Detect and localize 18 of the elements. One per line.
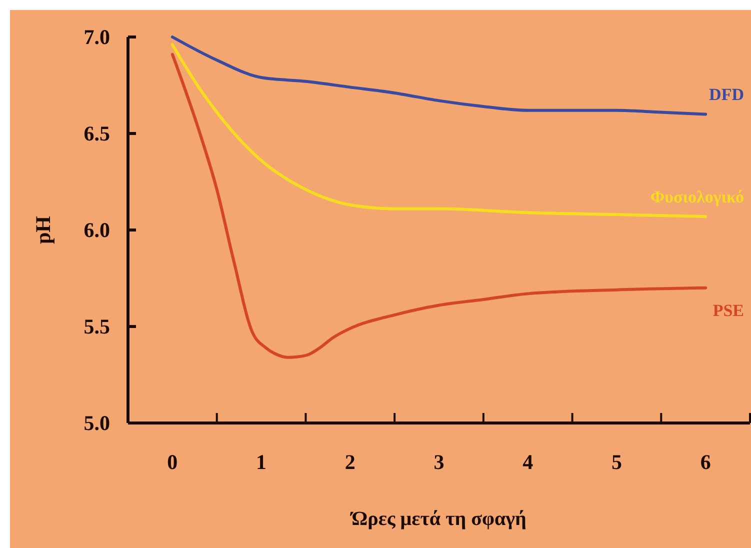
x-tick-label: 3	[434, 450, 444, 474]
y-tick-label: 7.0	[84, 25, 110, 49]
y-tick-label: 5.5	[84, 314, 110, 338]
series-label: PSE	[712, 300, 744, 320]
x-tick-label: 2	[344, 450, 356, 474]
x-tick-label: 1	[256, 450, 267, 474]
line-series	[170, 36, 708, 116]
y-tick-label: 5.0	[84, 411, 110, 435]
x-tick-label: 6	[700, 450, 711, 474]
y-tick-label: 6.0	[84, 218, 110, 242]
x-tick-label: 4	[522, 450, 534, 474]
y-axis-title: pH	[31, 216, 55, 244]
x-axis-title: Ώρες μετά τη σφαγή	[350, 508, 526, 530]
x-tick-label: 5	[611, 450, 622, 474]
series-label: Φυσιολογικό	[650, 187, 744, 206]
x-tick-label: 0	[167, 450, 178, 474]
series-label: DFD	[709, 85, 744, 104]
y-tick-label: 6.5	[84, 122, 110, 146]
